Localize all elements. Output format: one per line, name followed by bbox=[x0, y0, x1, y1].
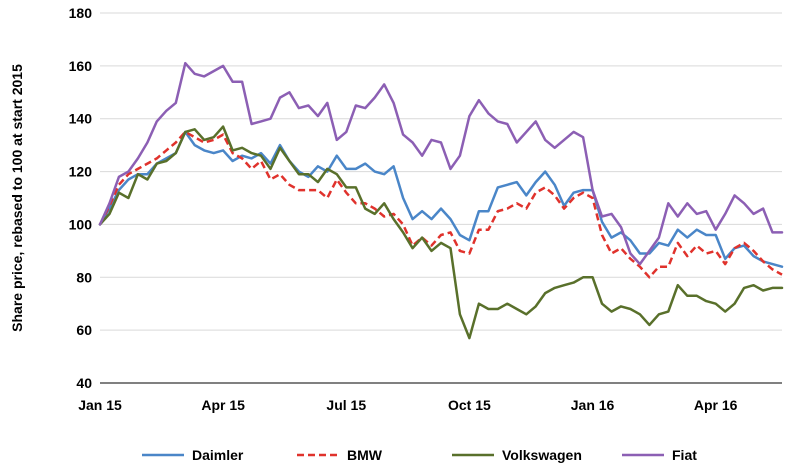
series-line-fiat bbox=[98, 61, 784, 266]
series-line-bmw bbox=[98, 130, 783, 279]
x-tick-label-jan-15: Jan 15 bbox=[78, 397, 122, 413]
series-line-volkswagen bbox=[98, 125, 784, 340]
x-tick-label-apr-15: Apr 15 bbox=[201, 397, 245, 413]
series-lines bbox=[98, 61, 784, 340]
x-tick-label-jul-15: Jul 15 bbox=[326, 397, 366, 413]
y-tick-label: 60 bbox=[76, 322, 92, 338]
x-tick-label-oct-15: Oct 15 bbox=[448, 397, 491, 413]
y-tick-label: 100 bbox=[69, 216, 93, 232]
legend-label-fiat: Fiat bbox=[672, 447, 697, 463]
y-tick-label: 180 bbox=[69, 5, 93, 21]
x-tick-label-apr-16: Apr 16 bbox=[694, 397, 738, 413]
y-tick-label: 140 bbox=[69, 111, 93, 127]
y-tick-label: 80 bbox=[76, 269, 92, 285]
series-line-daimler bbox=[98, 130, 784, 268]
legend: Daimler BMW Volkswagen Fiat bbox=[142, 447, 697, 463]
legend-label-volkswagen: Volkswagen bbox=[502, 447, 582, 463]
y-tick-label: 160 bbox=[69, 58, 93, 74]
y-axis-title: Share price, rebased to 100 at start 201… bbox=[9, 64, 25, 332]
x-tick-label-jan-16: Jan 16 bbox=[571, 397, 615, 413]
grid-lines bbox=[100, 12, 782, 384]
y-tick-label: 40 bbox=[76, 375, 92, 391]
y-axis-ticks: 40 60 80 100 120 140 160 180 bbox=[69, 5, 93, 391]
legend-label-daimler: Daimler bbox=[192, 447, 244, 463]
x-axis-ticks: Jan 15 Apr 15 Jul 15 Oct 15 Jan 16 Apr 16 bbox=[78, 397, 737, 413]
legend-label-bmw: BMW bbox=[347, 447, 383, 463]
y-tick-label: 120 bbox=[69, 164, 93, 180]
